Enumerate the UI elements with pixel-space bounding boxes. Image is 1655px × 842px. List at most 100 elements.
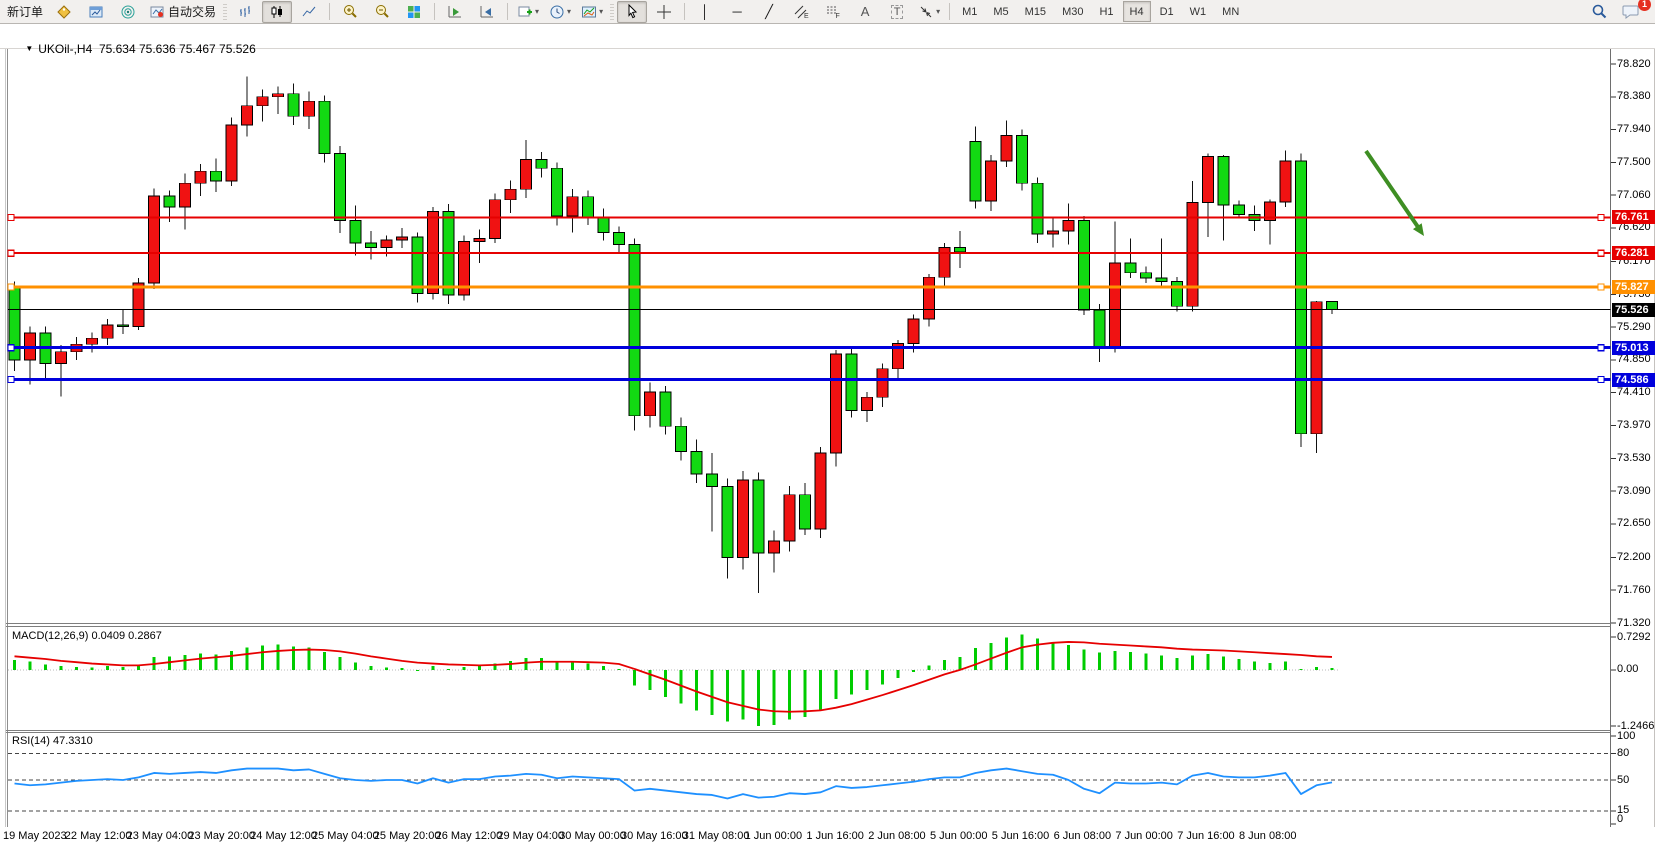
timeframe-D1[interactable]: D1: [1159, 5, 1174, 18]
macd-bar: [183, 654, 187, 670]
macd-bar: [524, 658, 528, 670]
dropdown-caret-icon[interactable]: ▾: [567, 7, 572, 16]
search-button[interactable]: [1584, 1, 1614, 23]
market-window-button[interactable]: [81, 1, 111, 23]
chart-window[interactable]: ▼ UKOil-,H4 75.634 75.636 75.467 75.526 M…: [0, 24, 1655, 842]
timeframe-H1[interactable]: H1: [1099, 5, 1114, 18]
chart-shift-button[interactable]: [472, 1, 502, 23]
auto-scroll-button[interactable]: [440, 1, 470, 23]
macd-bar: [850, 669, 853, 695]
hline-handle: [7, 375, 15, 384]
notifications-button[interactable]: 1: [1616, 0, 1651, 23]
vertical-line-icon: │: [701, 4, 710, 19]
macd-bar: [1268, 663, 1272, 670]
macd-bar: [416, 669, 419, 671]
dropdown-caret-icon[interactable]: ▾: [535, 7, 540, 16]
tile-windows-button[interactable]: [399, 1, 429, 23]
equidistant-channel-button[interactable]: E: [786, 1, 816, 23]
bear-candle: [845, 353, 858, 411]
zoom-in-button[interactable]: [335, 1, 365, 23]
vertical-line-button[interactable]: │: [690, 1, 720, 23]
new-chart-button[interactable]: ▾: [513, 1, 543, 23]
notification-badge[interactable]: 1: [1638, 0, 1651, 11]
macd-bar: [400, 668, 404, 670]
time-axis-label: 5 Jun 00:00: [930, 830, 988, 842]
price-axis-label: 77.940: [1617, 123, 1651, 136]
rsi-indicator-label: RSI(14) 47.3310: [12, 735, 93, 747]
symbols-button[interactable]: [49, 1, 79, 23]
macd-bar: [834, 669, 838, 700]
text-button[interactable]: A: [850, 1, 880, 23]
timeframe-M30[interactable]: M30: [1062, 5, 1084, 18]
macd-bar: [943, 659, 946, 670]
dropdown-caret-icon[interactable]: ▾: [599, 7, 604, 16]
price-tag-75.526: 75.526: [1612, 302, 1655, 317]
dropdown-caret-icon[interactable]: ▾: [936, 7, 941, 16]
cursor-button[interactable]: [617, 0, 648, 23]
timeframe-W1[interactable]: W1: [1189, 5, 1207, 18]
toolbar-grip: [223, 3, 228, 20]
macd-bar: [555, 661, 559, 670]
macd-signal-line: [14, 641, 1333, 713]
time-axis-label: 25 May 20:00: [373, 830, 441, 842]
macd-bar: [1098, 652, 1101, 670]
macd-indicator-label: MACD(12,26,9) 0.0409 0.2867: [12, 630, 162, 642]
templates-button[interactable]: ▾: [577, 1, 607, 23]
bull-candle: [1264, 201, 1276, 221]
bull-candle: [1186, 202, 1199, 307]
chart-symbol-title[interactable]: ▼ UKOil-,H4 75.634 75.636 75.467 75.526: [25, 42, 256, 56]
line-chart-button[interactable]: [294, 1, 324, 23]
macd-bar: [1175, 658, 1179, 670]
radar-icon: [120, 4, 136, 20]
fibonacci-icon: F: [825, 4, 841, 20]
bar-chart-button[interactable]: [230, 1, 260, 23]
symbol-dropdown-icon[interactable]: ▼: [25, 44, 34, 53]
horizontal-line-button[interactable]: ─: [722, 1, 752, 23]
macd-bar: [13, 659, 16, 670]
macd-bar: [137, 664, 140, 670]
text-label-button[interactable]: T: [882, 1, 912, 23]
timeframe-H4[interactable]: H4: [1122, 1, 1151, 22]
search-icon: [1591, 3, 1608, 20]
new-order-button[interactable]: 新订单: [7, 5, 44, 19]
candlestick-chart-button[interactable]: [262, 0, 293, 23]
macd-bar: [989, 642, 993, 670]
svg-text:F: F: [836, 13, 840, 20]
crosshair-button[interactable]: [649, 1, 679, 23]
fibonacci-button[interactable]: F: [818, 1, 848, 23]
rsi-axis-label: 0: [1617, 812, 1624, 825]
profiles-button[interactable]: ▾: [545, 1, 575, 23]
bear-candle: [163, 195, 176, 208]
price-axis-label: 71.760: [1617, 583, 1651, 596]
bear-candle: [799, 494, 811, 530]
timeframe-M15[interactable]: M15: [1024, 5, 1047, 18]
timeframe-MN[interactable]: MN: [1222, 5, 1240, 18]
zoom-out-button[interactable]: [367, 1, 397, 23]
time-axis-label: 24 May 12:00: [250, 830, 317, 842]
timeframe-M1[interactable]: M1: [962, 5, 978, 18]
time-axis-label: 25 May 04:00: [312, 830, 379, 842]
macd-bar: [679, 669, 683, 704]
trendline-button[interactable]: ╱: [754, 1, 784, 23]
price-axis-label: 73.530: [1617, 451, 1651, 464]
macd-bar: [1299, 668, 1303, 670]
autotrade-button[interactable]: 自动交易: [145, 1, 220, 23]
bull-candle: [148, 195, 160, 284]
arrows-button[interactable]: ▾: [914, 1, 944, 23]
macd-bar: [912, 669, 915, 673]
svg-text:E: E: [804, 13, 809, 20]
macd-bar: [261, 645, 264, 670]
bull-candle: [907, 318, 920, 344]
timeframe-M5[interactable]: M5: [993, 5, 1009, 18]
price-chart[interactable]: [0, 24, 1655, 827]
macd-bar: [772, 669, 776, 725]
macd-bar: [974, 648, 977, 670]
signals-button[interactable]: [113, 1, 143, 23]
annotation-arrow: [1364, 149, 1424, 236]
macd-bar: [369, 666, 373, 670]
macd-bar: [323, 651, 326, 670]
price-tag-75.013: 75.013: [1612, 340, 1655, 355]
macd-bar: [1237, 659, 1241, 670]
channel-icon: E: [793, 4, 809, 20]
bear-candle: [969, 141, 982, 202]
